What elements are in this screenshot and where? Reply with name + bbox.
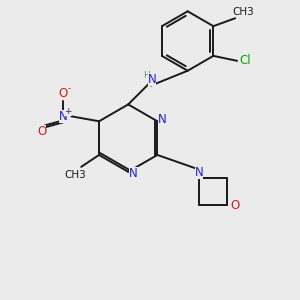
Text: O: O bbox=[37, 125, 46, 138]
Text: N: N bbox=[158, 113, 167, 126]
Text: -: - bbox=[68, 84, 71, 93]
Text: CH3: CH3 bbox=[232, 7, 254, 17]
Text: N: N bbox=[148, 73, 156, 86]
Text: N: N bbox=[195, 166, 203, 179]
Text: O: O bbox=[230, 199, 239, 212]
Text: N: N bbox=[59, 110, 68, 123]
Text: O: O bbox=[59, 87, 68, 100]
Text: +: + bbox=[64, 107, 72, 116]
Text: CH3: CH3 bbox=[64, 170, 86, 180]
Text: H: H bbox=[143, 71, 149, 80]
Text: N: N bbox=[129, 167, 137, 180]
Text: Cl: Cl bbox=[239, 54, 251, 67]
